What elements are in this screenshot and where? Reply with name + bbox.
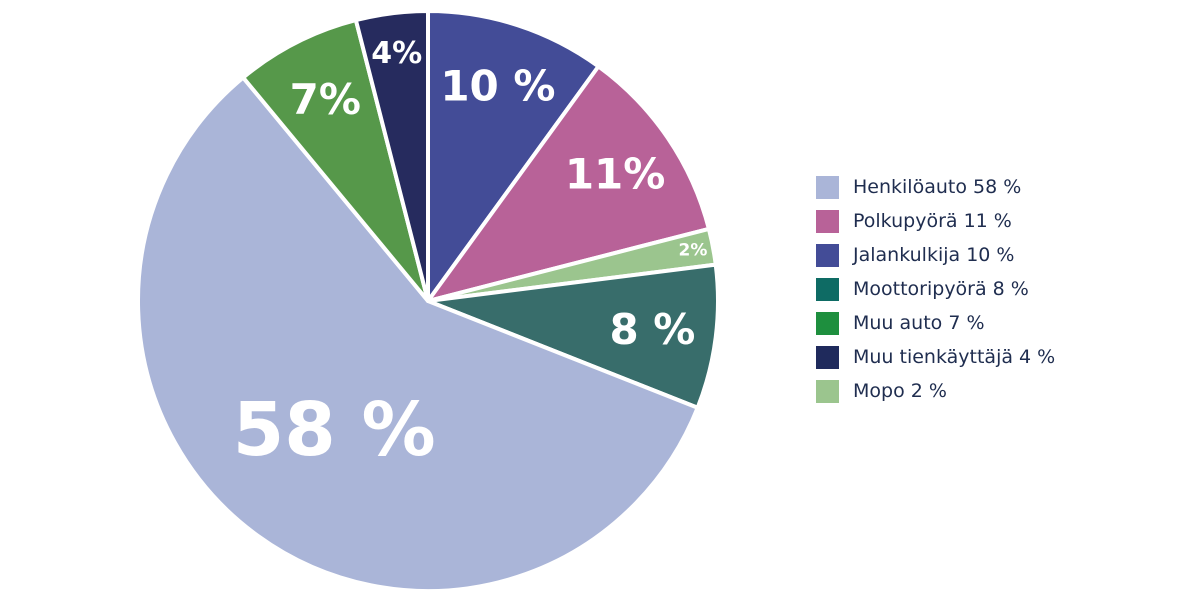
slice-label: 11%	[565, 149, 666, 198]
legend-label: Jalankulkija 10 %	[853, 244, 1015, 266]
legend-label: Mopo 2 %	[853, 380, 947, 402]
legend-swatch	[816, 209, 839, 233]
legend-label: Muu tienkäyttäjä 4 %	[853, 346, 1056, 368]
slice-label: 2%	[678, 240, 707, 260]
pie-slice	[426, 9, 601, 303]
slice-label: 10 %	[440, 61, 555, 110]
legend-swatch	[816, 175, 839, 199]
pie-slice	[136, 75, 700, 593]
pie-slice	[353, 9, 430, 303]
legend-item: Muu auto 7 %	[816, 306, 1055, 340]
legend-label: Polkupyörä 11 %	[853, 210, 1012, 232]
legend-label: Henkilöauto 58 %	[853, 176, 1022, 198]
legend-label: Moottoripyörä 8 %	[853, 278, 1029, 300]
legend-swatch	[816, 379, 839, 403]
legend-swatch	[816, 277, 839, 301]
legend-swatch	[816, 345, 839, 369]
slice-label: 8 %	[609, 305, 695, 354]
legend-swatch	[816, 243, 839, 267]
pie-slice	[241, 18, 430, 303]
slice-label: 7%	[290, 75, 361, 124]
legend-item: Polkupyörä 11 %	[816, 204, 1055, 238]
legend-item: Moottoripyörä 8 %	[816, 272, 1055, 306]
legend-swatch	[816, 311, 839, 335]
legend-item: Mopo 2 %	[816, 374, 1055, 408]
legend: Henkilöauto 58 % Polkupyörä 11 % Jalanku…	[816, 170, 1055, 408]
legend-item: Muu tienkäyttäjä 4 %	[816, 340, 1055, 374]
legend-item: Jalankulkija 10 %	[816, 238, 1055, 272]
slice-label: 58 %	[233, 387, 436, 473]
pie-slice	[426, 64, 711, 303]
slice-label: 4%	[371, 36, 422, 71]
legend-label: Muu auto 7 %	[853, 312, 985, 334]
pie-slice	[426, 262, 720, 410]
legend-item: Henkilöauto 58 %	[816, 170, 1055, 204]
